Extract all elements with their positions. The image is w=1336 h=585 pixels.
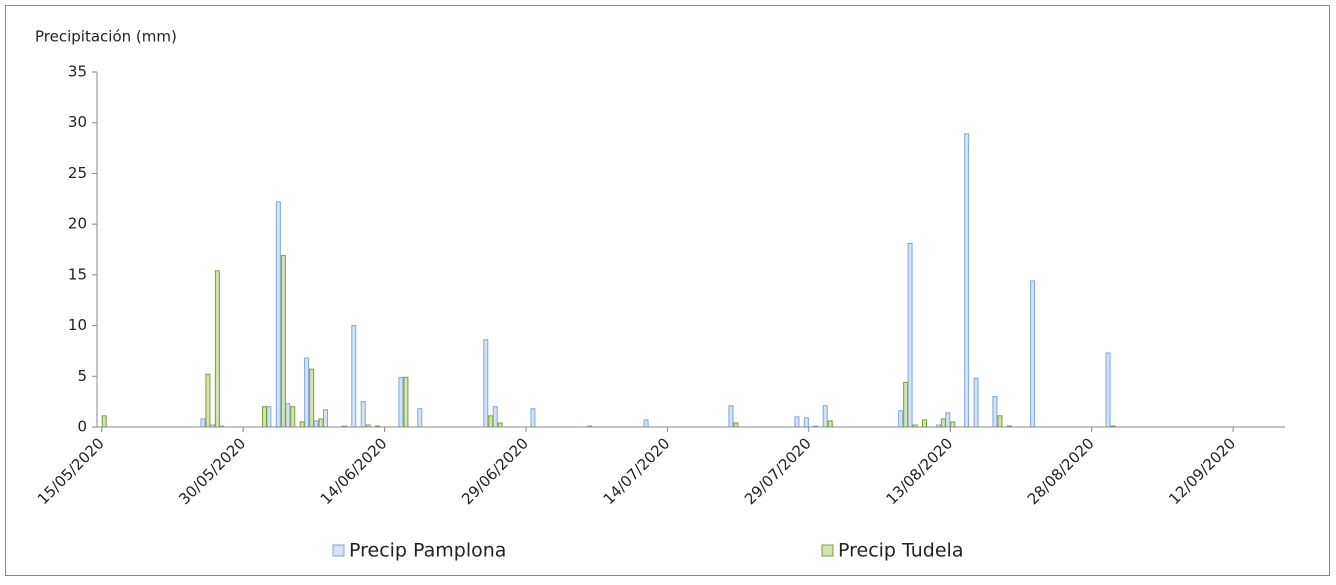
bar [360,401,366,428]
bar [214,270,220,428]
legend-swatch [332,544,345,557]
bar [492,406,498,428]
bar [803,417,809,428]
y-tick-label: 5 [77,367,87,385]
bar [794,416,800,428]
bar [205,373,211,428]
bar [280,255,286,428]
bar [907,242,913,428]
legend-label: Precip Tudela [838,540,963,562]
chart-frame [5,5,1330,576]
bar [643,419,649,428]
bar [262,406,267,428]
bar [898,410,904,428]
bar [922,419,927,428]
y-tick-label: 25 [68,164,87,182]
bar [275,201,281,428]
bar [299,421,305,428]
legend-label: Precip Pamplona [349,540,506,562]
bar [903,381,909,428]
bar [313,420,319,428]
bar [940,418,946,428]
bar [483,339,489,428]
bar [497,422,503,428]
bar [309,368,315,428]
bar [992,396,998,428]
y-tick-label: 10 [68,316,87,334]
bar [530,408,536,428]
bar [945,412,951,428]
y-tick-label: 30 [68,113,87,131]
bar [285,403,291,428]
bar [290,406,296,428]
bar [318,418,324,428]
bar [950,421,956,428]
bar [266,406,272,428]
bar [728,405,734,428]
bar [997,415,1003,428]
y-tick-label: 0 [77,418,87,436]
bar [488,415,494,428]
bar [417,408,423,428]
y-axis-title: Precipitación (mm) [35,28,177,46]
bar [827,420,833,428]
bar [733,422,739,428]
bar [822,405,828,428]
bar [973,377,979,428]
bar [200,418,206,428]
bar [964,133,970,428]
bar [403,376,409,428]
legend-swatch [821,544,834,557]
y-tick-label: 35 [68,63,87,81]
bar [1105,352,1111,428]
y-tick-label: 20 [68,215,87,233]
bar [398,376,404,428]
bar [304,357,310,428]
y-tick-label: 15 [68,265,87,283]
bar [351,325,357,428]
bar [101,415,107,428]
bar [1030,280,1036,428]
bar [323,409,328,428]
